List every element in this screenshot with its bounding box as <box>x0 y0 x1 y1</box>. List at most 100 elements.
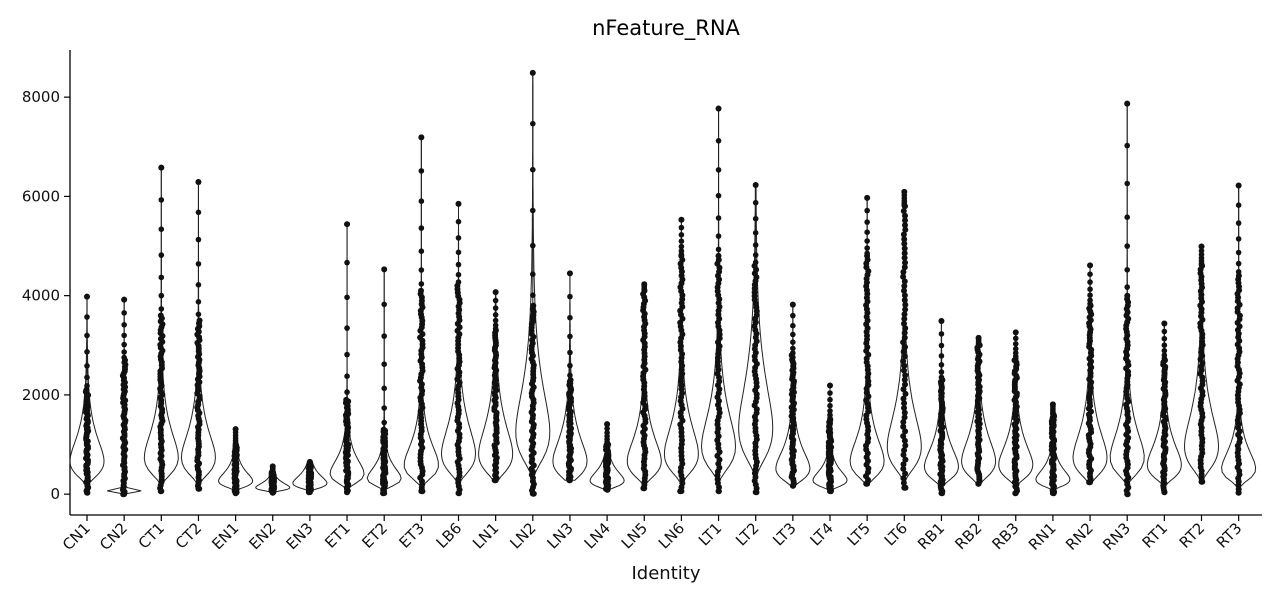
outlier-point <box>1161 335 1168 342</box>
x-tick-label-ln6: LN6 <box>655 519 688 552</box>
data-point <box>901 240 908 247</box>
outlier-point <box>158 226 165 232</box>
outlier-point <box>1235 269 1242 275</box>
max-point <box>789 301 796 308</box>
violin-group-ln4 <box>589 421 625 493</box>
data-point <box>900 465 907 472</box>
min-point <box>678 488 685 495</box>
outlier-point <box>84 314 90 320</box>
min-point <box>381 490 388 497</box>
x-tick-label-lt4: LT4 <box>806 519 836 549</box>
outlier-point <box>1124 243 1130 249</box>
x-tick-label-rt3: RT3 <box>1213 519 1246 552</box>
data-point <box>157 312 164 319</box>
outlier-point <box>121 310 127 316</box>
data-point <box>900 480 907 486</box>
outlier-point <box>1012 341 1019 347</box>
data-point <box>901 278 908 285</box>
violin-group-rn1 <box>1035 401 1071 497</box>
min-point <box>418 488 425 495</box>
outlier-point <box>492 317 499 324</box>
violin-group-lt6 <box>886 188 922 491</box>
min-point <box>158 488 165 495</box>
outlier-point <box>827 390 833 396</box>
violin-group-et2 <box>366 266 402 497</box>
data-point <box>901 362 908 369</box>
outlier-point <box>455 218 462 225</box>
outlier-point <box>1124 214 1130 220</box>
data-point <box>901 414 908 421</box>
outlier-point <box>715 246 722 253</box>
outlier-point <box>752 215 759 222</box>
outlier-point <box>530 271 536 278</box>
outlier-point <box>1161 342 1168 349</box>
min-point <box>864 480 871 487</box>
data-point <box>902 428 909 435</box>
data-point <box>902 381 908 388</box>
data-point <box>902 390 909 397</box>
outlier-point <box>121 354 127 361</box>
outlier-point <box>1087 297 1093 304</box>
max-point <box>1198 243 1205 250</box>
min-point <box>604 486 611 493</box>
max-point <box>529 69 536 76</box>
x-tick-label-et1: ET1 <box>321 519 354 552</box>
max-point <box>752 181 759 188</box>
violin-group-rn2 <box>1072 262 1108 486</box>
data-point <box>900 348 907 355</box>
min-point <box>306 489 313 496</box>
data-point <box>902 306 909 313</box>
outlier-point <box>1124 142 1130 149</box>
outlier-point <box>938 374 945 381</box>
data-point <box>900 269 907 275</box>
violin-group-lt3 <box>775 301 811 489</box>
violin-outline <box>663 219 699 492</box>
violin-group-ct2 <box>180 179 216 492</box>
violin-group-rt3 <box>1221 182 1257 496</box>
data-point <box>901 376 908 383</box>
data-point <box>901 315 908 322</box>
data-point <box>343 396 350 403</box>
data-point <box>715 252 722 259</box>
data-point <box>418 287 424 294</box>
data-point <box>901 311 908 318</box>
outlier-point <box>84 332 90 339</box>
y-tick-label: 2000 <box>22 386 60 404</box>
outlier-point <box>158 274 165 281</box>
outlier-point <box>752 252 759 258</box>
violin-group-rt2 <box>1183 243 1220 485</box>
y-axis: 0 2000 4000 6000 8000 <box>22 88 70 503</box>
data-point <box>901 283 908 289</box>
x-tick-label-cn1: CN1 <box>59 519 94 554</box>
outlier-point <box>158 252 165 258</box>
violin-outline <box>515 72 551 494</box>
min-point <box>195 485 202 492</box>
data-point <box>901 236 908 243</box>
data-point <box>900 451 907 458</box>
outlier-point <box>938 369 945 375</box>
outlier-point <box>938 353 945 359</box>
x-tick-label-rt1: RT1 <box>1139 519 1172 552</box>
min-point <box>492 477 499 484</box>
violin-group-ln6 <box>663 216 699 495</box>
data-point <box>901 437 908 444</box>
data-point <box>900 273 907 280</box>
outlier-point <box>121 322 127 328</box>
min-point <box>344 489 351 496</box>
outlier-point <box>678 224 685 231</box>
data-point <box>901 329 908 336</box>
x-tick-label-ct2: CT2 <box>172 519 205 552</box>
x-tick-label-rn3: RN3 <box>1099 519 1134 554</box>
data-point <box>901 264 908 271</box>
outlier-point <box>381 385 388 392</box>
max-point <box>864 194 871 201</box>
x-tick-label-et2: ET2 <box>358 519 391 552</box>
x-tick-label-rn2: RN2 <box>1062 519 1097 554</box>
violin-group-rb3 <box>998 329 1034 497</box>
outlier-point <box>678 248 685 254</box>
x-tick-label-rn1: RN1 <box>1025 519 1060 554</box>
outlier-point <box>530 207 536 214</box>
max-point <box>121 296 128 303</box>
data-point <box>900 208 907 214</box>
